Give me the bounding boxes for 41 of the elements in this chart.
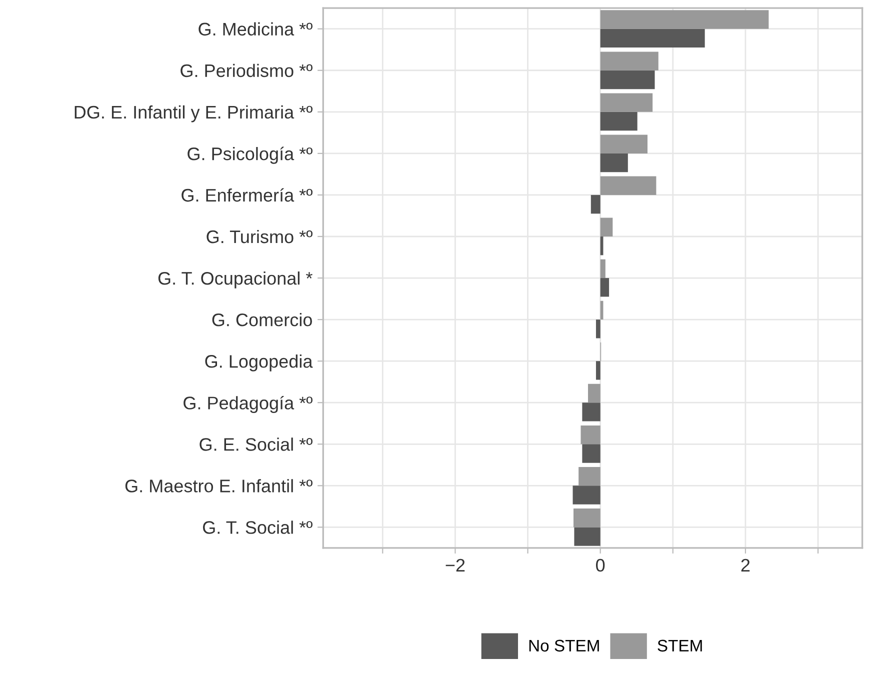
x-tick-label: 2 bbox=[741, 558, 750, 572]
legend-label: STEM bbox=[658, 640, 702, 652]
bar bbox=[600, 176, 656, 195]
bar bbox=[588, 384, 600, 403]
y-tick-label: DG. E. Infantil y E. Primaria *º bbox=[74, 105, 313, 122]
y-tick-label: G. E. Social *º bbox=[200, 438, 313, 451]
bar bbox=[600, 112, 638, 131]
bar bbox=[600, 153, 628, 172]
bar bbox=[578, 466, 600, 486]
y-tick-label: G. Pedagogía *º bbox=[184, 396, 313, 414]
bar bbox=[600, 28, 705, 48]
bar bbox=[600, 93, 653, 112]
bar bbox=[600, 218, 613, 236]
y-tick-label: G. T. Ocupacional * bbox=[158, 271, 312, 288]
y-tick-label: G. Enfermería *º bbox=[182, 188, 313, 202]
bar bbox=[582, 402, 600, 422]
x-tick-label: −2 bbox=[446, 558, 465, 572]
y-tick-label: G. Maestro E. Infantil *º bbox=[125, 479, 313, 492]
y-tick-label: G. Medicina *º bbox=[198, 22, 313, 36]
bar bbox=[573, 508, 600, 528]
bar bbox=[600, 134, 648, 154]
bar bbox=[600, 10, 769, 29]
y-tick-label: G. T. Social *º bbox=[203, 520, 313, 534]
x-tick-label: 0 bbox=[596, 558, 605, 572]
y-tick-label: G. Psicología *º bbox=[188, 146, 313, 164]
legend-label: No STEM bbox=[529, 640, 599, 652]
y-tick-label: G. Comercio bbox=[212, 313, 312, 326]
bar bbox=[596, 361, 600, 380]
bar bbox=[600, 278, 610, 297]
bar bbox=[582, 444, 600, 463]
bar bbox=[572, 486, 600, 504]
bar bbox=[600, 259, 606, 278]
y-tick-label: G. Logopedia bbox=[205, 354, 313, 372]
bar bbox=[574, 527, 600, 546]
y-tick-label: G. Turismo *º bbox=[206, 230, 313, 244]
y-tick-label: G. Periodismo *º bbox=[180, 64, 313, 78]
bar bbox=[600, 52, 658, 70]
bar bbox=[580, 425, 600, 444]
bar bbox=[600, 70, 655, 90]
bar bbox=[596, 320, 600, 338]
bar bbox=[590, 194, 600, 214]
